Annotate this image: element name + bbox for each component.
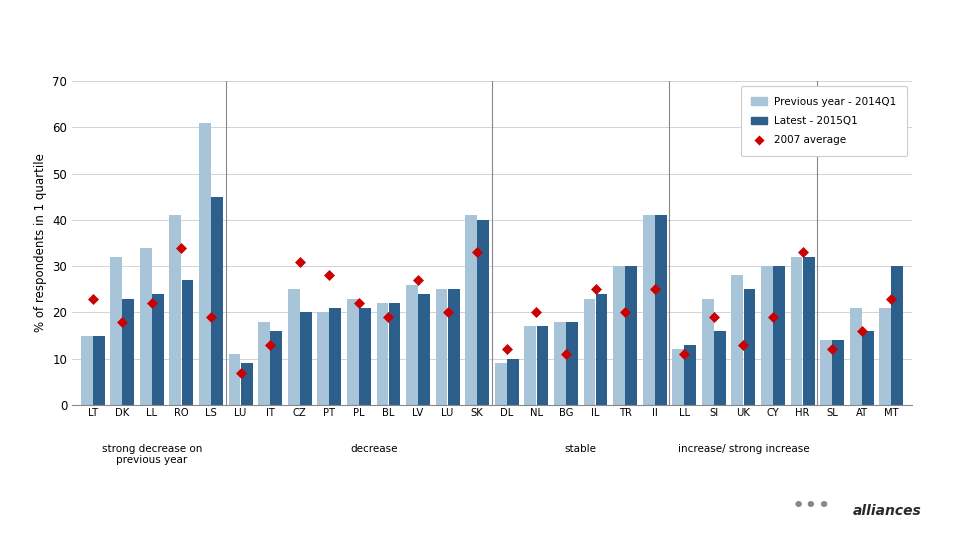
Bar — [288, 289, 300, 405]
Bar — [744, 289, 756, 405]
Text: alliances: alliances — [852, 504, 922, 518]
Bar — [271, 331, 282, 405]
Bar — [761, 266, 773, 405]
Bar — [791, 257, 803, 405]
Bar — [584, 299, 595, 405]
Bar — [879, 308, 891, 405]
Bar — [773, 266, 785, 405]
Bar — [436, 289, 447, 405]
Bar — [672, 349, 684, 405]
Bar — [152, 294, 164, 405]
Bar — [714, 331, 726, 405]
Bar — [300, 313, 312, 405]
Bar — [170, 215, 181, 405]
Bar — [258, 322, 270, 405]
Bar — [595, 294, 608, 405]
Bar — [389, 303, 400, 405]
Bar — [241, 363, 252, 405]
Bar — [347, 299, 359, 405]
Bar — [625, 266, 637, 405]
Text: decrease: decrease — [350, 444, 397, 454]
Bar — [123, 299, 134, 405]
Bar — [494, 363, 507, 405]
Bar — [524, 326, 537, 405]
Bar — [820, 340, 832, 405]
Bar — [477, 220, 490, 405]
Bar — [110, 257, 122, 405]
Bar — [376, 303, 389, 405]
Bar — [466, 215, 477, 405]
Text: •••: ••• — [791, 496, 831, 516]
Bar — [93, 335, 105, 405]
Bar — [406, 285, 418, 405]
Bar — [318, 313, 329, 405]
Bar — [684, 345, 696, 405]
Bar — [862, 331, 874, 405]
Bar — [329, 308, 342, 405]
Bar — [228, 354, 240, 405]
Bar — [507, 359, 518, 405]
Bar — [419, 294, 430, 405]
Bar — [554, 322, 565, 405]
Bar — [850, 308, 861, 405]
Bar — [181, 280, 193, 405]
Legend: Previous year - 2014Q1, Latest - 2015Q1, 2007 average: Previous year - 2014Q1, Latest - 2015Q1,… — [741, 86, 907, 156]
Bar — [566, 322, 578, 405]
Text: strong decrease on
previous year: strong decrease on previous year — [102, 444, 202, 465]
Bar — [702, 299, 713, 405]
Bar — [81, 335, 92, 405]
Bar — [199, 123, 211, 405]
Bar — [537, 326, 548, 405]
Bar — [892, 266, 903, 405]
Bar — [655, 215, 666, 405]
Bar — [211, 197, 223, 405]
Bar — [140, 248, 152, 405]
Bar — [732, 275, 743, 405]
Bar — [359, 308, 371, 405]
Text: increase/ strong increase: increase/ strong increase — [678, 444, 809, 454]
Bar — [447, 289, 460, 405]
Bar — [613, 266, 625, 405]
Bar — [642, 215, 655, 405]
Y-axis label: % of respondents in 1 quartile: % of respondents in 1 quartile — [34, 153, 47, 333]
Text: Financial distress (1 income quartile households) in the EU Member States, 2015 : Financial distress (1 income quartile ho… — [12, 23, 846, 42]
Text: stable: stable — [564, 444, 597, 454]
Bar — [832, 340, 844, 405]
Bar — [803, 257, 814, 405]
